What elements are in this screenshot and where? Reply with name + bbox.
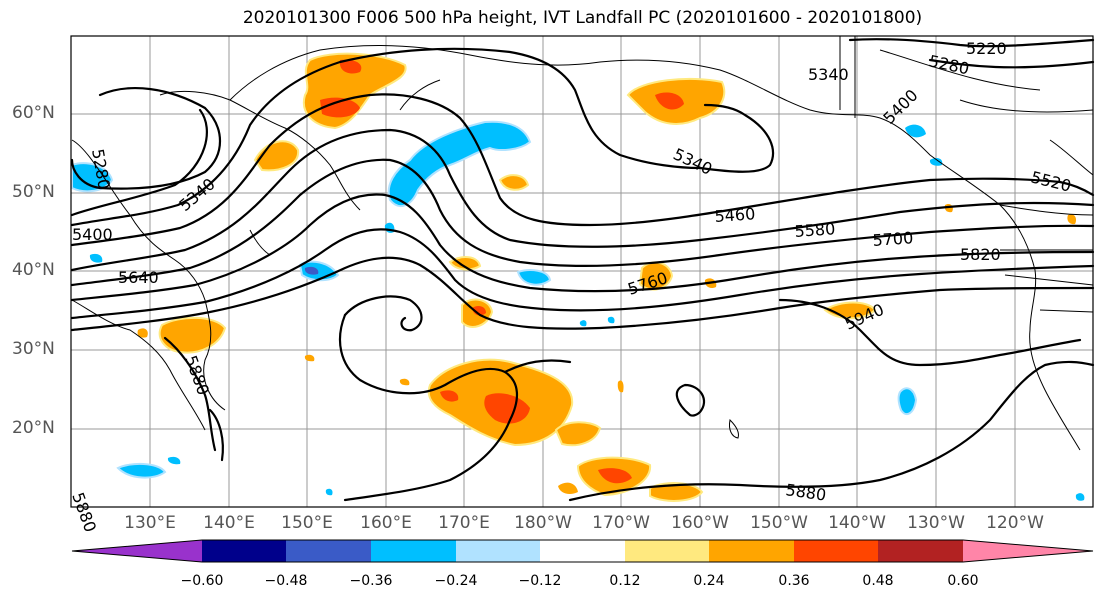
colorbar bbox=[71, 539, 1094, 563]
colorbar-swatch bbox=[540, 540, 625, 562]
colorbar-swatch bbox=[794, 540, 878, 562]
contour-label: 5460 bbox=[714, 204, 756, 226]
colorbar-swatch bbox=[709, 540, 794, 562]
contour-label: 5640 bbox=[118, 268, 159, 287]
colorbar-tick: −0.24 bbox=[434, 573, 478, 589]
colorbar-tick: −0.12 bbox=[518, 573, 562, 589]
contour-label: 5880 bbox=[784, 480, 827, 504]
colorbar-swatch bbox=[456, 540, 540, 562]
height-contours bbox=[70, 38, 1095, 502]
colorbar-tick: 0.12 bbox=[609, 573, 641, 589]
colorbar-swatch bbox=[202, 540, 286, 562]
colorbar-tick: −0.48 bbox=[264, 573, 308, 589]
contour-label: 5700 bbox=[872, 228, 914, 250]
contour-label: 5880 bbox=[68, 490, 100, 535]
lon-label: 140°E bbox=[203, 513, 255, 533]
colorbar-tick: 0.24 bbox=[693, 573, 725, 589]
contour-label: 5340 bbox=[670, 144, 715, 178]
lat-label: 60°N bbox=[12, 103, 55, 123]
colorbar-swatch bbox=[878, 540, 963, 562]
colorbar-tick: 0.60 bbox=[947, 573, 979, 589]
lon-label: 130°W bbox=[907, 513, 965, 533]
lat-label: 40°N bbox=[12, 260, 55, 280]
lon-label: 150°E bbox=[281, 513, 333, 533]
lon-label: 140°W bbox=[828, 513, 886, 533]
contour-label: 5400 bbox=[879, 86, 921, 128]
contour-label: 5340 bbox=[808, 65, 849, 84]
lat-label: 20°N bbox=[12, 418, 55, 438]
colorbar-tick: −0.60 bbox=[180, 573, 224, 589]
colorbar-swatch bbox=[371, 540, 456, 562]
lon-label: 150°W bbox=[750, 513, 808, 533]
lon-label: 170°E bbox=[438, 513, 490, 533]
contour-label: 5580 bbox=[794, 219, 836, 241]
coastlines bbox=[71, 36, 1094, 451]
colorbar-tick: 0.36 bbox=[778, 573, 810, 589]
lon-label: 180°W bbox=[514, 513, 572, 533]
map-frame bbox=[70, 35, 1094, 508]
contour-label: 5400 bbox=[72, 225, 113, 244]
contour-label: 5280 bbox=[927, 51, 971, 78]
lon-label: 170°W bbox=[592, 513, 650, 533]
contour-label: 5220 bbox=[966, 39, 1007, 58]
lon-label: 160°E bbox=[360, 513, 412, 533]
colorbar-tick: −0.36 bbox=[349, 573, 393, 589]
contour-label: 5820 bbox=[960, 245, 1001, 264]
contour-label: 5520 bbox=[1029, 167, 1073, 195]
contour-label: 5880 bbox=[181, 353, 213, 398]
lon-label: 130°E bbox=[124, 513, 176, 533]
colorbar-swatch bbox=[963, 540, 1093, 562]
lon-label: 160°W bbox=[671, 513, 729, 533]
colorbar-outline bbox=[71, 539, 1094, 563]
colorbar-swatch bbox=[72, 540, 202, 562]
colorbar-swatch bbox=[625, 540, 709, 562]
contour-label: 5760 bbox=[625, 268, 670, 299]
contour-label-group: 5220 5280 5340 5400 5460 5520 5580 5640 … bbox=[68, 39, 1073, 535]
colorbar-tick: 0.48 bbox=[862, 573, 894, 589]
lat-label: 50°N bbox=[12, 182, 55, 202]
lat-label: 30°N bbox=[12, 339, 55, 359]
colorbar-swatch bbox=[286, 540, 371, 562]
lon-label: 120°W bbox=[986, 513, 1044, 533]
map-title: 2020101300 F006 500 hPa height, IVT Land… bbox=[242, 8, 923, 28]
ivt-positive-shading bbox=[137, 52, 1077, 502]
